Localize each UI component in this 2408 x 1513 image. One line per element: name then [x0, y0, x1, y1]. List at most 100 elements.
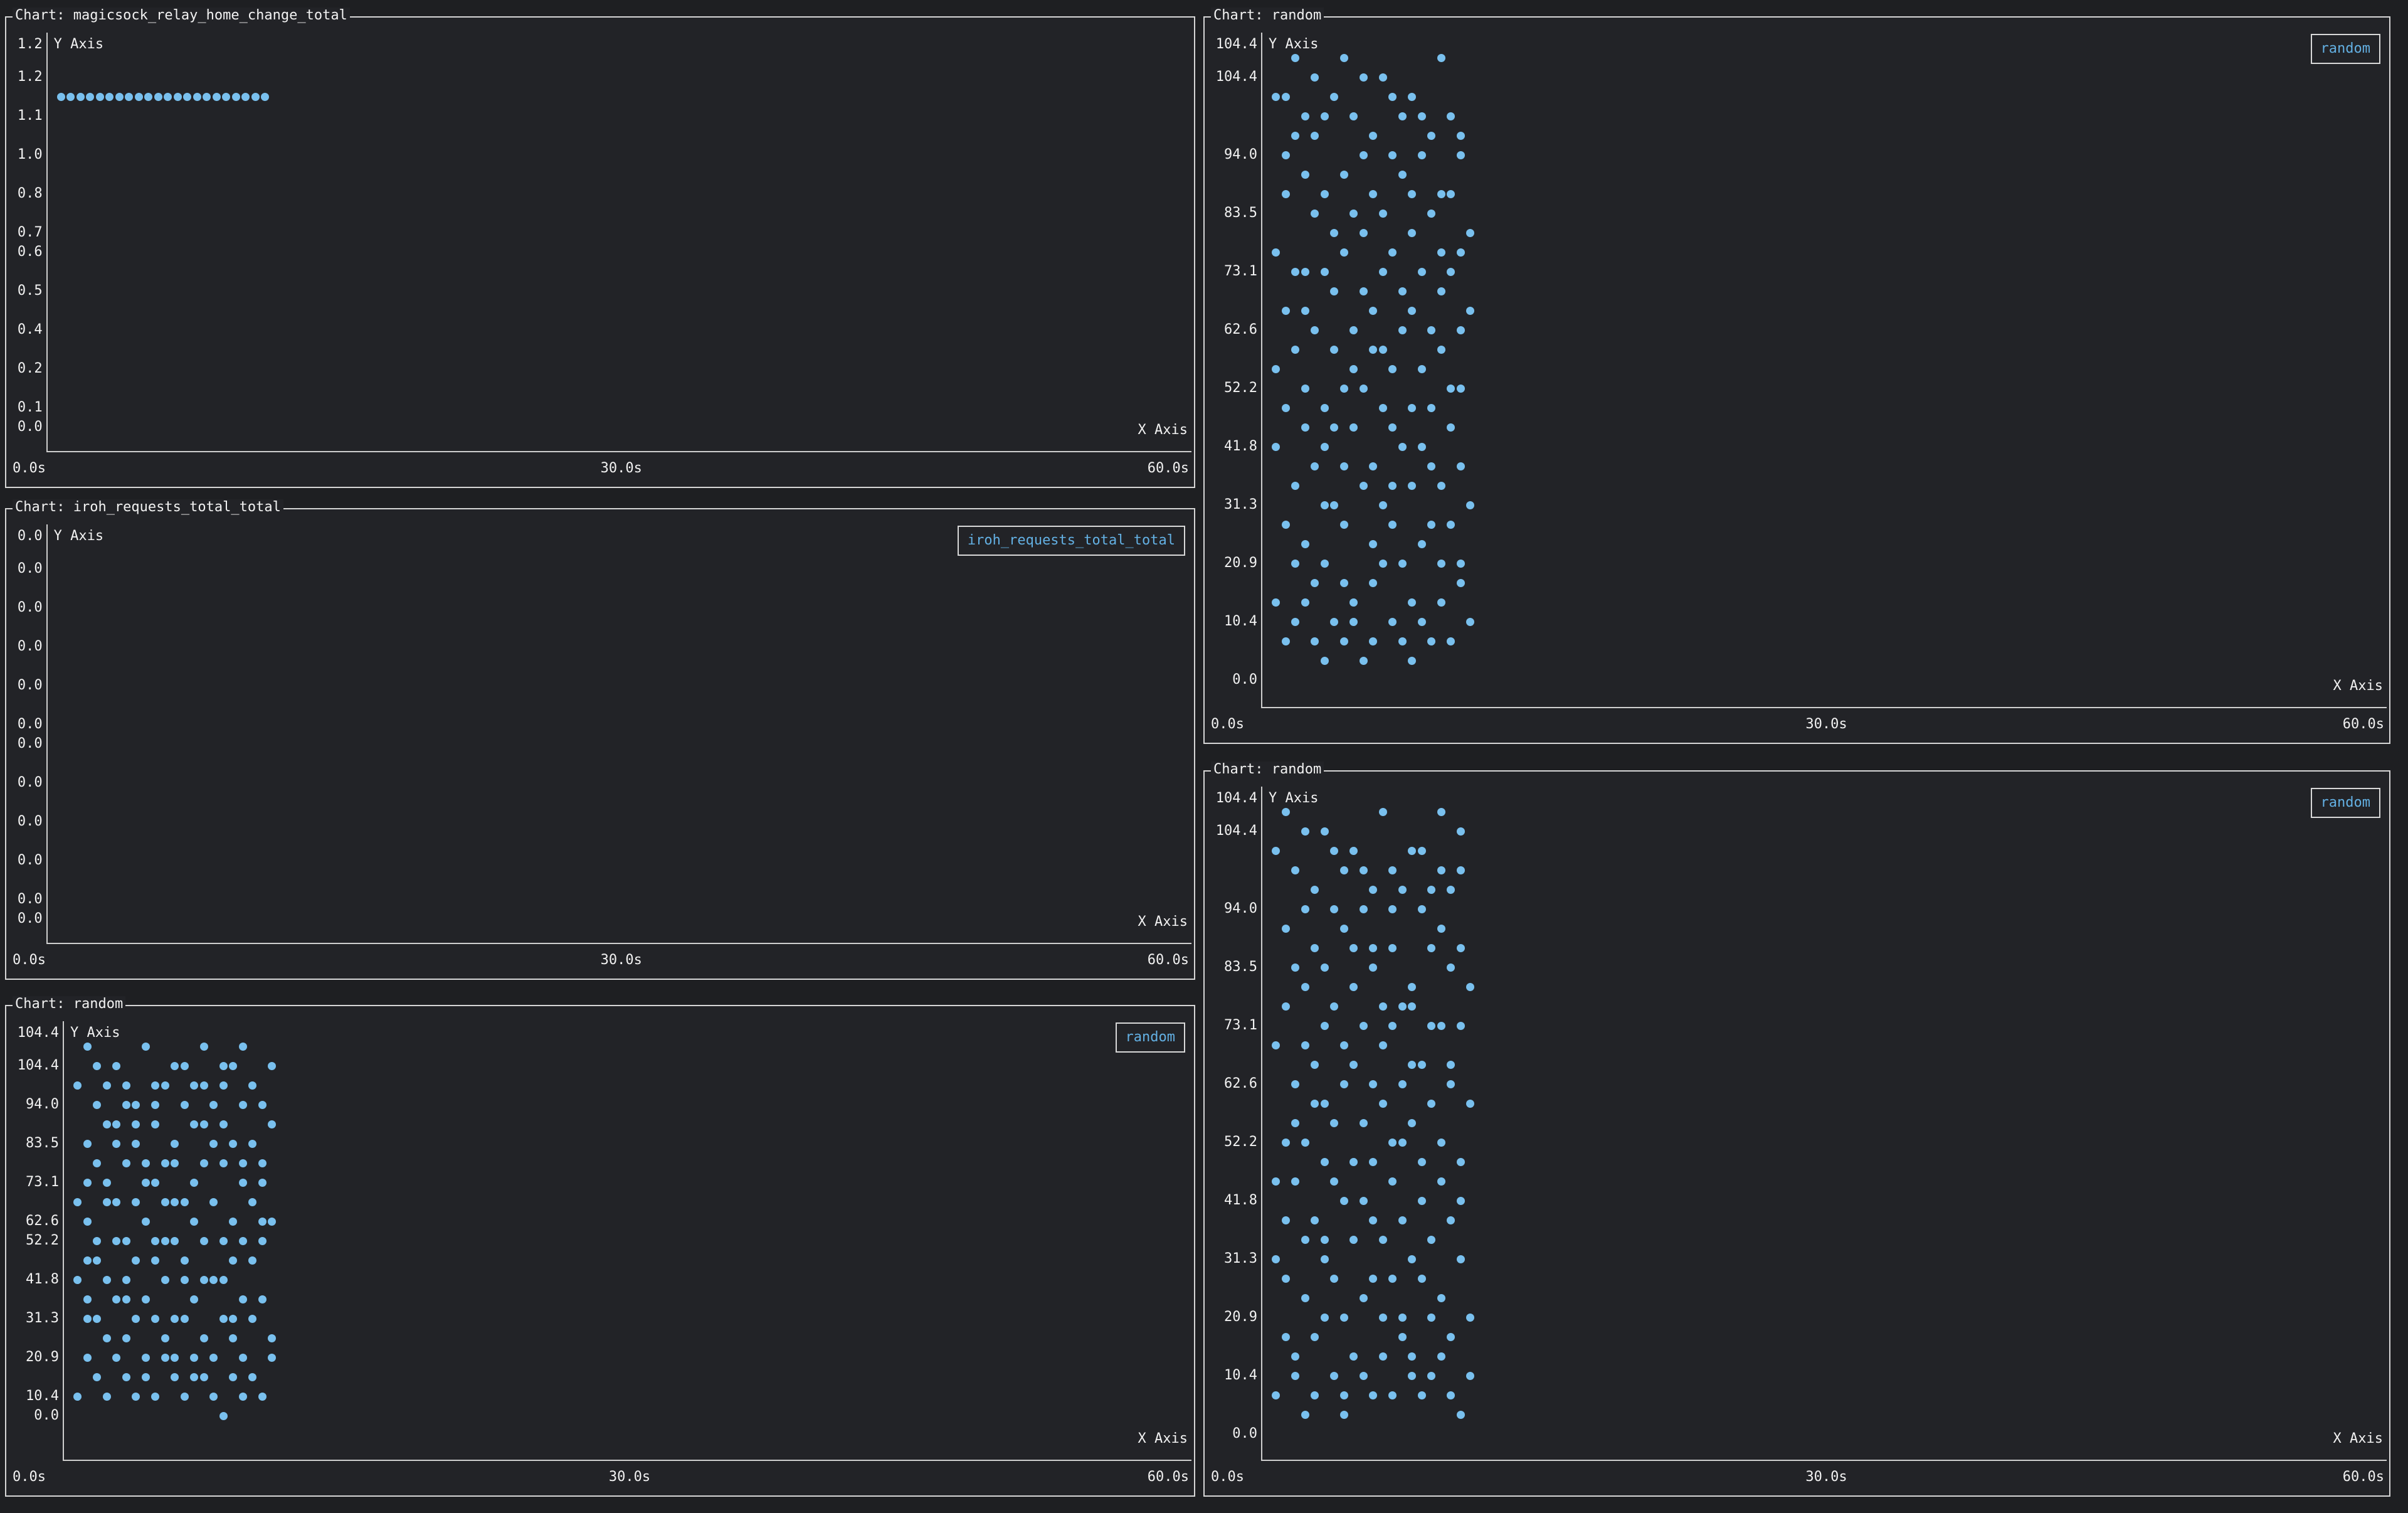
data-point: [1398, 1332, 1407, 1341]
y-axis-line: [46, 33, 48, 451]
y-axis-max-label: 0.0: [17, 528, 43, 544]
y-tick-label: 41.8: [1224, 1192, 1257, 1208]
data-point: [132, 1256, 140, 1265]
data-point: [1291, 963, 1299, 972]
data-point: [1369, 462, 1377, 470]
data-point: [222, 92, 231, 101]
data-point: [209, 1100, 218, 1109]
data-point: [1359, 287, 1368, 295]
data-point: [66, 92, 75, 101]
data-point: [1437, 1352, 1445, 1361]
data-point: [261, 92, 270, 101]
y-tick-label: 1.2: [17, 69, 43, 85]
data-point: [112, 1197, 120, 1206]
data-point: [102, 1178, 111, 1187]
data-point: [1359, 866, 1368, 874]
data-point: [1291, 1080, 1299, 1088]
data-point: [199, 1334, 208, 1342]
data-point: [161, 1236, 169, 1245]
data-point: [1291, 1371, 1299, 1380]
data-point: [83, 1314, 92, 1323]
data-point: [161, 1159, 169, 1167]
data-point: [112, 1061, 120, 1070]
data-point: [1339, 520, 1348, 529]
data-point: [248, 1139, 256, 1148]
data-point: [1320, 112, 1329, 120]
chart-panel: Chart: random 104.4 Y Axis 104.4 94.0 83.5 73.…: [1203, 8, 2390, 744]
data-point: [1447, 637, 1455, 645]
data-point: [251, 92, 260, 101]
data-point: [1417, 1196, 1426, 1205]
data-point: [199, 1236, 208, 1245]
data-point: [171, 1236, 179, 1245]
data-point: [190, 1372, 198, 1381]
data-point: [1330, 1274, 1338, 1283]
y-tick-label: 20.9: [1224, 555, 1257, 571]
data-point: [132, 1100, 140, 1109]
data-point: [1339, 384, 1348, 393]
data-point: [1466, 306, 1474, 315]
data-point: [1359, 656, 1368, 665]
data-point: [1378, 1352, 1387, 1361]
data-point: [1272, 92, 1280, 101]
data-point: [229, 1372, 237, 1381]
data-point: [1427, 326, 1435, 334]
data-point: [1301, 827, 1309, 836]
data-point: [171, 1314, 179, 1323]
data-point: [231, 92, 240, 101]
x-tick-label: 0.0s: [13, 952, 46, 968]
data-point: [1291, 1352, 1299, 1361]
data-point: [219, 1275, 228, 1284]
data-point: [1388, 1274, 1397, 1283]
data-point: [190, 1178, 198, 1187]
data-point: [83, 1295, 92, 1303]
data-point: [141, 1372, 150, 1381]
data-point: [212, 92, 221, 101]
y-tick-label: 104.4: [17, 1058, 59, 1073]
data-point: [1388, 866, 1397, 874]
data-point: [1359, 1021, 1368, 1030]
data-point: [132, 1139, 140, 1148]
y-tick-label: 73.1: [1224, 263, 1257, 279]
x-tick-label: 60.0s: [2342, 1469, 2384, 1485]
x-tick-label: 0.0s: [1211, 1469, 1244, 1485]
data-point: [268, 1353, 276, 1362]
data-point: [180, 1275, 189, 1284]
data-point: [1281, 520, 1290, 529]
data-point: [1320, 1255, 1329, 1263]
data-point: [1330, 228, 1338, 237]
data-point: [1339, 248, 1348, 257]
data-point: [1311, 637, 1319, 645]
y-tick-label: 83.5: [26, 1135, 59, 1151]
data-point: [219, 1314, 228, 1323]
y-axis-max-label: 104.4: [1215, 790, 1257, 806]
data-point: [171, 1159, 179, 1167]
data-point: [1466, 228, 1474, 237]
data-point: [1378, 1313, 1387, 1322]
data-point: [83, 1139, 92, 1148]
data-point: [1417, 1060, 1426, 1069]
data-point: [1378, 345, 1387, 354]
data-point: [122, 1275, 130, 1284]
data-point: [1301, 982, 1309, 991]
x-tick-label: 60.0s: [1147, 1469, 1189, 1485]
data-point: [1378, 1099, 1387, 1108]
chart-panel: Chart: random 104.4 Y Axis 104.4 94.0 83.5 73.…: [5, 996, 1195, 1497]
data-point: [141, 1159, 150, 1167]
data-point: [1417, 364, 1426, 373]
data-point: [248, 1314, 256, 1323]
data-point: [219, 1081, 228, 1090]
data-point: [1359, 151, 1368, 159]
chart-panel: Chart: random 104.4 Y Axis 104.4 94.0 83.5 73.…: [1203, 762, 2390, 1497]
data-point: [1359, 384, 1368, 393]
data-point: [209, 1139, 218, 1148]
x-tick-label: 0.0s: [13, 1469, 46, 1485]
y-tick-label: 62.6: [26, 1213, 59, 1229]
data-point: [1447, 384, 1455, 393]
data-point: [1291, 267, 1299, 276]
y-tick-label: 94.0: [26, 1096, 59, 1112]
legend-box: random: [1115, 1022, 1185, 1053]
data-point: [1398, 287, 1407, 295]
y-axis-max-label: 104.4: [17, 1025, 59, 1041]
